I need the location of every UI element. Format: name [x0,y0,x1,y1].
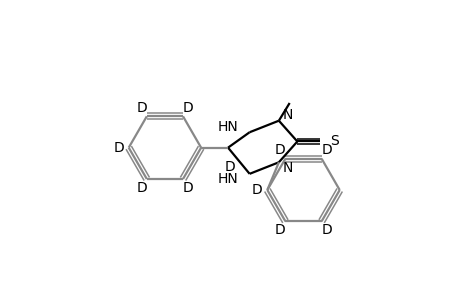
Text: D: D [113,141,124,155]
Text: N: N [282,161,292,176]
Text: D: D [182,181,193,195]
Text: D: D [224,160,235,174]
Text: D: D [182,100,193,115]
Text: HN: HN [218,120,238,134]
Text: S: S [329,134,338,148]
Text: D: D [274,223,285,237]
Text: D: D [274,143,285,157]
Text: D: D [320,143,331,157]
Text: D: D [136,181,147,195]
Text: D: D [320,223,331,237]
Text: D: D [252,183,262,197]
Text: N: N [282,107,292,122]
Text: D: D [136,100,147,115]
Text: HN: HN [218,172,238,186]
